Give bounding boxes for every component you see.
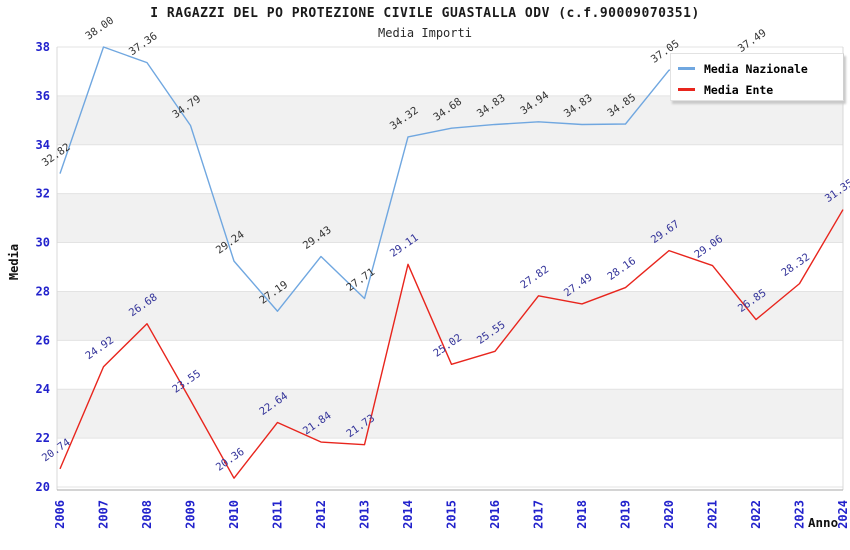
x-axis-title: Anno bbox=[808, 515, 839, 530]
x-tick-label: 2015 bbox=[445, 500, 459, 529]
plot-band bbox=[57, 242, 843, 292]
plot-band bbox=[57, 340, 843, 390]
y-tick-label: 26 bbox=[36, 333, 50, 347]
plot-band bbox=[57, 95, 843, 145]
x-tick-label: 2011 bbox=[271, 500, 285, 529]
x-tick-label: 2013 bbox=[358, 500, 372, 529]
x-tick-label: 2017 bbox=[532, 500, 546, 529]
plot-band bbox=[57, 389, 843, 439]
chart-title: I RAGAZZI DEL PO PROTEZIONE CIVILE GUAST… bbox=[150, 6, 700, 21]
x-tick-label: 2007 bbox=[97, 500, 111, 529]
y-tick-label: 20 bbox=[36, 480, 50, 494]
x-tick-label: 2018 bbox=[575, 500, 589, 529]
legend-swatch-icon bbox=[678, 67, 695, 70]
legend-item-media-nazionale: Media Nazionale bbox=[678, 58, 843, 79]
legend-label: Media Nazionale bbox=[704, 61, 808, 76]
plot-band bbox=[57, 144, 843, 194]
y-tick-label: 28 bbox=[36, 284, 50, 298]
chart-subtitle: Media Importi bbox=[378, 26, 472, 40]
x-tick-label: 2010 bbox=[227, 500, 241, 529]
x-tick-label: 2016 bbox=[488, 500, 502, 529]
y-tick-label: 38 bbox=[36, 40, 50, 54]
x-tick-label: 2020 bbox=[662, 500, 676, 529]
x-tick-label: 2014 bbox=[401, 500, 415, 529]
x-tick-label: 2009 bbox=[184, 500, 198, 529]
plot-band bbox=[57, 438, 843, 487]
legend-swatch-icon bbox=[678, 88, 695, 91]
y-tick-label: 36 bbox=[36, 89, 50, 103]
y-tick-label: 24 bbox=[36, 382, 50, 396]
legend-label: Media Ente bbox=[704, 82, 774, 97]
y-tick-label: 34 bbox=[36, 138, 50, 152]
x-tick-label: 2022 bbox=[749, 500, 763, 529]
y-tick-label: 22 bbox=[36, 431, 50, 445]
legend-item-media-ente: Media Ente bbox=[678, 79, 843, 100]
series-line bbox=[59, 46, 757, 312]
x-tick-label: 2023 bbox=[793, 500, 807, 529]
y-tick-label: 30 bbox=[36, 236, 50, 250]
data-point-label: 38.00 bbox=[83, 14, 116, 42]
x-tick-label: 2021 bbox=[706, 500, 720, 529]
x-tick-label: 2006 bbox=[53, 500, 67, 529]
x-tick-label: 2024 bbox=[836, 500, 850, 529]
series-line bbox=[59, 209, 844, 479]
plot-band bbox=[57, 291, 843, 341]
legend: Media Nazionale Media Ente bbox=[670, 53, 844, 101]
y-tick-label: 32 bbox=[36, 187, 50, 201]
x-tick-label: 2012 bbox=[314, 500, 328, 529]
plot-band bbox=[57, 193, 843, 243]
x-tick-label: 2019 bbox=[619, 500, 633, 529]
y-axis-title: Media bbox=[7, 243, 21, 281]
x-tick-label: 2008 bbox=[140, 500, 154, 529]
